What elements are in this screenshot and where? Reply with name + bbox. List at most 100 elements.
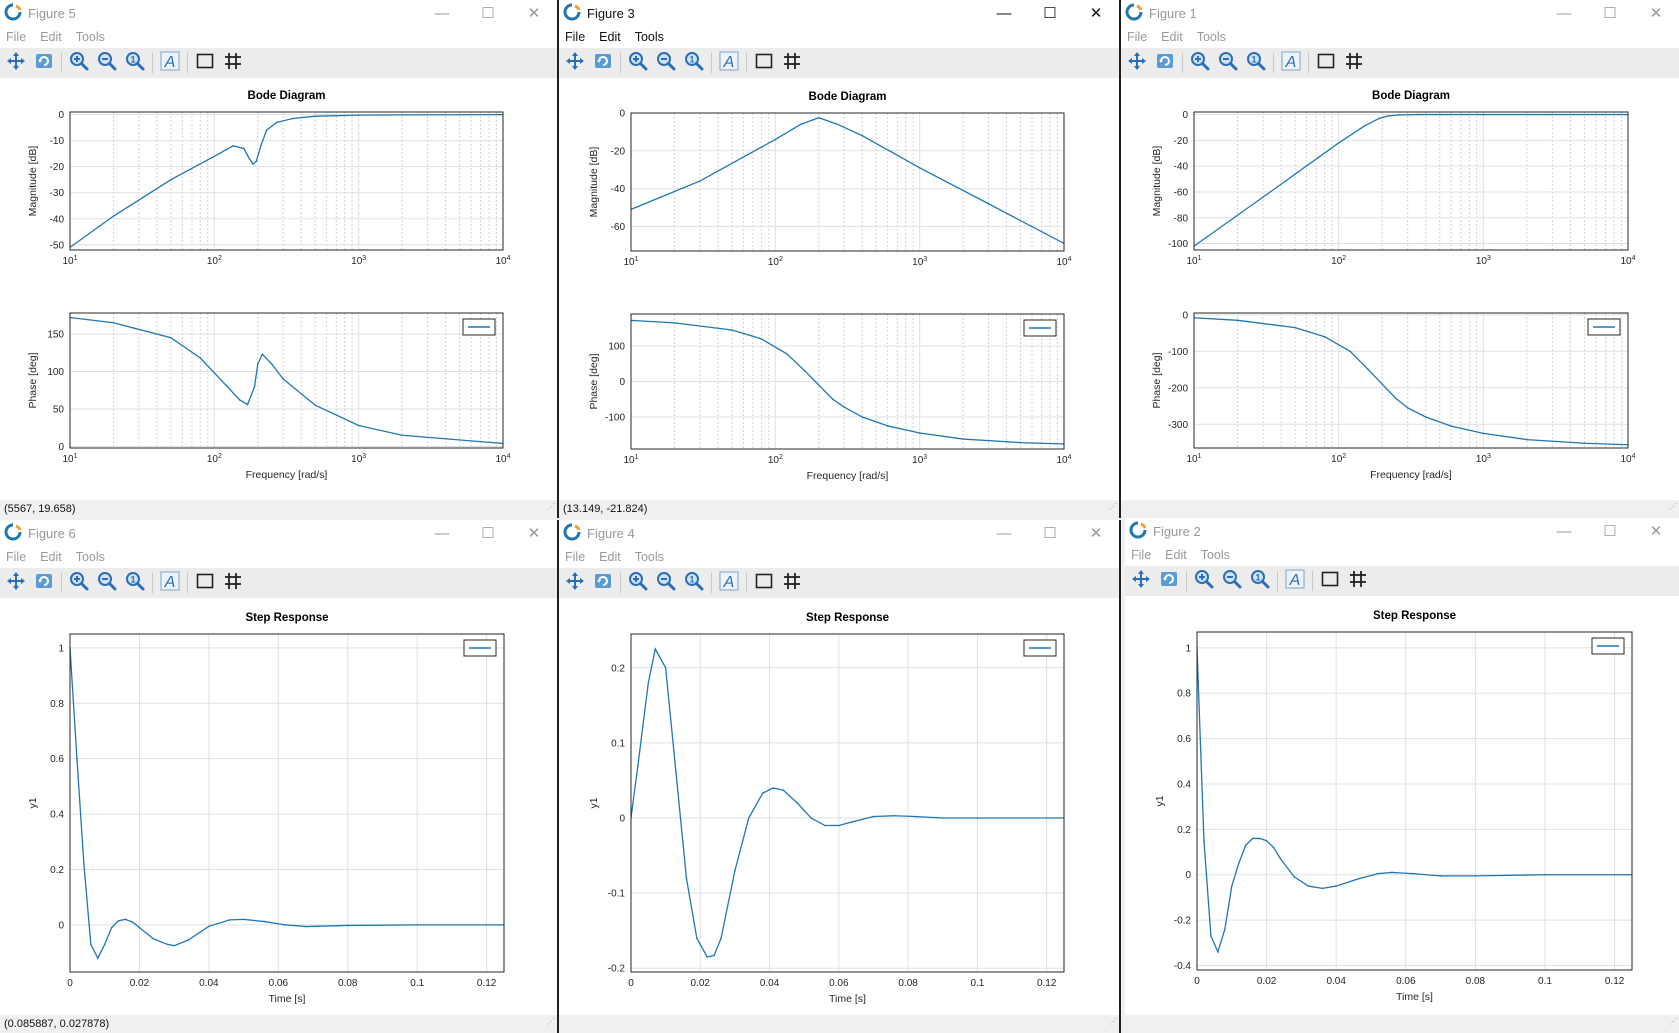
box-button[interactable]: [1312, 50, 1340, 76]
resize-grip-icon[interactable]: ⋰: [1109, 1017, 1117, 1026]
magnitude-plot-area[interactable]: [631, 113, 1064, 251]
menu-file[interactable]: File: [6, 30, 27, 44]
step-legend[interactable]: [463, 639, 497, 657]
menu-edit[interactable]: Edit: [599, 30, 621, 44]
close-button[interactable]: ✕: [1073, 520, 1119, 546]
minimize-button[interactable]: —: [981, 0, 1027, 26]
menu-tools[interactable]: Tools: [75, 30, 105, 44]
reset-view-button[interactable]: [30, 50, 58, 76]
grid-button[interactable]: [1340, 50, 1368, 76]
close-button[interactable]: ✕: [1633, 0, 1679, 26]
resize-grip-icon[interactable]: ⋰: [1669, 502, 1677, 511]
zoom-fit-button[interactable]: 1: [1246, 568, 1274, 594]
reset-view-button[interactable]: [1155, 568, 1183, 594]
zoom-fit-button[interactable]: 1: [121, 50, 149, 76]
phase-legend[interactable]: [462, 318, 496, 336]
zoom-out-button[interactable]: [652, 50, 680, 76]
zoom-out-button[interactable]: [1218, 568, 1246, 594]
phase-legend[interactable]: [1023, 319, 1057, 337]
box-button[interactable]: [191, 570, 219, 596]
title-bar[interactable]: Figure 5 — ☐ ✕: [0, 0, 557, 26]
menu-edit[interactable]: Edit: [599, 550, 621, 564]
figure-canvas[interactable]: Step Response 0 0.02 0.04 0.06 0.08 0.1 0.12 -0.…: [1125, 596, 1679, 1015]
zoom-in-button[interactable]: [624, 50, 652, 76]
magnitude-plot-area[interactable]: [1194, 112, 1628, 250]
zoom-in-button[interactable]: [1190, 568, 1218, 594]
zoom-out-button[interactable]: [93, 50, 121, 76]
menu-file[interactable]: File: [565, 550, 586, 564]
pan-button[interactable]: [1123, 50, 1151, 76]
pan-button[interactable]: [2, 50, 30, 76]
minimize-button[interactable]: —: [1541, 518, 1587, 544]
resize-grip-icon[interactable]: ⋰: [1109, 502, 1117, 511]
phase-legend[interactable]: [1587, 318, 1621, 336]
pan-button[interactable]: [1127, 568, 1155, 594]
grid-button[interactable]: [219, 50, 247, 76]
minimize-button[interactable]: —: [981, 520, 1027, 546]
minimize-button[interactable]: —: [419, 0, 465, 26]
grid-button[interactable]: [778, 50, 806, 76]
text-button[interactable]: A: [715, 570, 743, 596]
menu-tools[interactable]: Tools: [75, 550, 105, 564]
reset-view-button[interactable]: [1151, 50, 1179, 76]
pan-button[interactable]: [561, 570, 589, 596]
text-button[interactable]: A: [715, 50, 743, 76]
zoom-in-button[interactable]: [1186, 50, 1214, 76]
menu-tools[interactable]: Tools: [1200, 548, 1230, 562]
figure-canvas[interactable]: Bode Diagram 101 102 103 104 0 -20 -40 -60 -80 -10…: [1121, 78, 1679, 500]
magnitude-plot-area[interactable]: [70, 112, 503, 250]
reset-view-button[interactable]: [589, 50, 617, 76]
grid-button[interactable]: [1344, 568, 1372, 594]
grid-button[interactable]: [219, 570, 247, 596]
figure-canvas[interactable]: Bode Diagram 101 102 103 104 0 -20 -40 -60 Magnit…: [559, 78, 1119, 500]
menu-tools[interactable]: Tools: [1196, 30, 1226, 44]
maximize-button[interactable]: ☐: [1587, 518, 1633, 544]
text-button[interactable]: A: [156, 50, 184, 76]
menu-edit[interactable]: Edit: [40, 30, 62, 44]
menu-file[interactable]: File: [1127, 30, 1148, 44]
menu-edit[interactable]: Edit: [1165, 548, 1187, 562]
figure-canvas[interactable]: Bode Diagram 101 102 103 104 0 -10 -20 -30 -40 -50…: [0, 78, 557, 500]
box-button[interactable]: [191, 50, 219, 76]
close-button[interactable]: ✕: [511, 520, 557, 546]
phase-plot-area[interactable]: [1194, 313, 1628, 448]
zoom-in-button[interactable]: [65, 50, 93, 76]
phase-plot-area[interactable]: [70, 313, 503, 448]
step-plot-area[interactable]: [1197, 632, 1632, 970]
minimize-button[interactable]: —: [1541, 0, 1587, 26]
reset-view-button[interactable]: [30, 570, 58, 596]
close-button[interactable]: ✕: [1073, 0, 1119, 26]
step-plot-area[interactable]: [70, 634, 504, 972]
zoom-fit-button[interactable]: 1: [680, 570, 708, 596]
step-plot-area[interactable]: [631, 634, 1064, 972]
close-button[interactable]: ✕: [511, 0, 557, 26]
maximize-button[interactable]: ☐: [465, 520, 511, 546]
menu-tools[interactable]: Tools: [634, 550, 664, 564]
title-bar[interactable]: Figure 2 — ☐ ✕: [1125, 518, 1679, 544]
box-button[interactable]: [750, 50, 778, 76]
reset-view-button[interactable]: [589, 570, 617, 596]
zoom-out-button[interactable]: [652, 570, 680, 596]
figure-canvas[interactable]: Step Response 0 0.02 0.04 0.06 0.08 0.1 0.12 0 0.…: [0, 598, 557, 1015]
text-button[interactable]: A: [156, 570, 184, 596]
menu-file[interactable]: File: [6, 550, 27, 564]
maximize-button[interactable]: ☐: [1587, 0, 1633, 26]
zoom-out-button[interactable]: [93, 570, 121, 596]
resize-grip-icon[interactable]: ⋰: [547, 502, 555, 511]
maximize-button[interactable]: ☐: [1027, 0, 1073, 26]
title-bar[interactable]: Figure 3 — ☐ ✕: [559, 0, 1119, 26]
step-legend[interactable]: [1591, 637, 1625, 655]
zoom-fit-button[interactable]: 1: [1242, 50, 1270, 76]
zoom-in-button[interactable]: [65, 570, 93, 596]
menu-file[interactable]: File: [1131, 548, 1152, 562]
zoom-fit-button[interactable]: 1: [680, 50, 708, 76]
menu-file[interactable]: File: [565, 30, 586, 44]
resize-grip-icon[interactable]: ⋰: [1669, 1017, 1677, 1026]
box-button[interactable]: [1316, 568, 1344, 594]
close-button[interactable]: ✕: [1633, 518, 1679, 544]
step-legend[interactable]: [1023, 639, 1057, 657]
box-button[interactable]: [750, 570, 778, 596]
title-bar[interactable]: Figure 4 — ☐ ✕: [559, 520, 1119, 546]
grid-button[interactable]: [778, 570, 806, 596]
figure-canvas[interactable]: Step Response 0 0.02 0.04 0.06 0.08 0.1 0.12 -0.…: [559, 598, 1119, 1015]
